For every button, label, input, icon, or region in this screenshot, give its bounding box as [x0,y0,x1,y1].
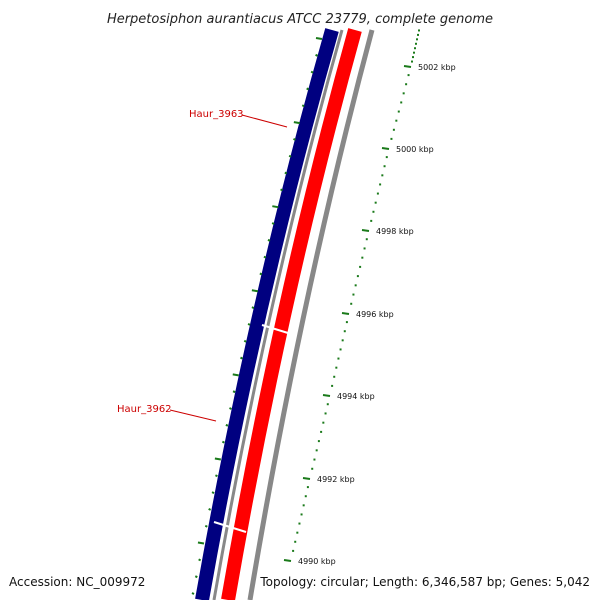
scale-tick-label: 5002 kbp [418,63,456,72]
genome-stats-text: Topology: circular; Length: 6,346,587 bp… [259,575,590,589]
scale-tick-label: 4990 kbp [298,557,336,566]
inner-minor-tick [293,138,296,141]
scale-major-tick [283,559,292,562]
inner-minor-tick [280,188,284,192]
scale-major-tick [322,394,331,397]
inner-tick-marks [191,37,323,595]
inner-minor-tick [271,222,275,225]
map-title: Herpetosiphon aurantiacus ATCC 23779, co… [107,12,493,27]
inner-minor-tick [243,339,247,343]
inner-minor-tick [198,558,202,562]
inner-minor-tick [204,524,208,528]
scale-major-tick [381,147,390,150]
inner-major-tick [272,205,279,209]
gene-label-text: Haur_3963 [189,109,244,120]
gene-label-haur-3962[interactable]: Haur_3962 [117,404,217,422]
inner-minor-tick [267,238,271,242]
scale-tick-label: 4998 kbp [376,227,414,236]
inner-minor-tick [263,255,267,259]
inner-minor-tick [208,508,212,511]
inner-minor-tick [315,53,318,57]
scale-tick-label: 4996 kbp [356,310,394,319]
inner-major-tick [293,121,301,125]
inner-major-tick [197,541,205,545]
inner-minor-tick [211,491,215,494]
forward-strand-track [195,28,339,600]
inner-minor-tick [221,440,225,444]
inner-major-tick [251,289,259,293]
backbone-inner [212,29,344,600]
inner-major-tick [214,457,222,461]
gene-label-haur-3963[interactable]: Haur_3963 [189,109,288,128]
scale-major-tick [403,65,412,68]
scale-tick-label: 4992 kbp [317,475,355,484]
inner-minor-tick [306,87,310,91]
inner-minor-tick [232,390,236,394]
gene-boundaries [213,324,289,533]
scale-major-tick [361,229,370,232]
inner-minor-tick [310,70,314,74]
inner-minor-tick [288,154,292,158]
inner-minor-tick [240,356,243,360]
inner-minor-tick [225,423,229,427]
inner-minor-tick [301,104,305,108]
inner-minor-tick [284,171,288,175]
inner-major-tick [232,373,239,377]
inner-minor-tick [259,272,263,276]
accession-text: Accession: NC_009972 [9,575,145,589]
gene-label-text: Haur_3962 [117,404,172,415]
reverse-strand-track [221,28,362,600]
scale-ticks: 5002 kbp 5000 kbp 4998 kbp 4996 kbp 4994 kbp… [283,29,456,566]
inner-minor-tick [214,474,218,478]
inner-major-tick [315,37,323,40]
inner-minor-tick [194,575,198,579]
inner-minor-tick [247,323,251,326]
scale-major-tick [302,477,311,480]
scale-major-tick [341,312,350,315]
inner-minor-tick [191,592,195,595]
scale-tick-label: 5000 kbp [396,145,434,154]
scale-tick-label: 4994 kbp [337,392,375,401]
inner-minor-tick [251,306,255,309]
backbone-outer [247,29,375,600]
inner-minor-tick [229,407,232,410]
